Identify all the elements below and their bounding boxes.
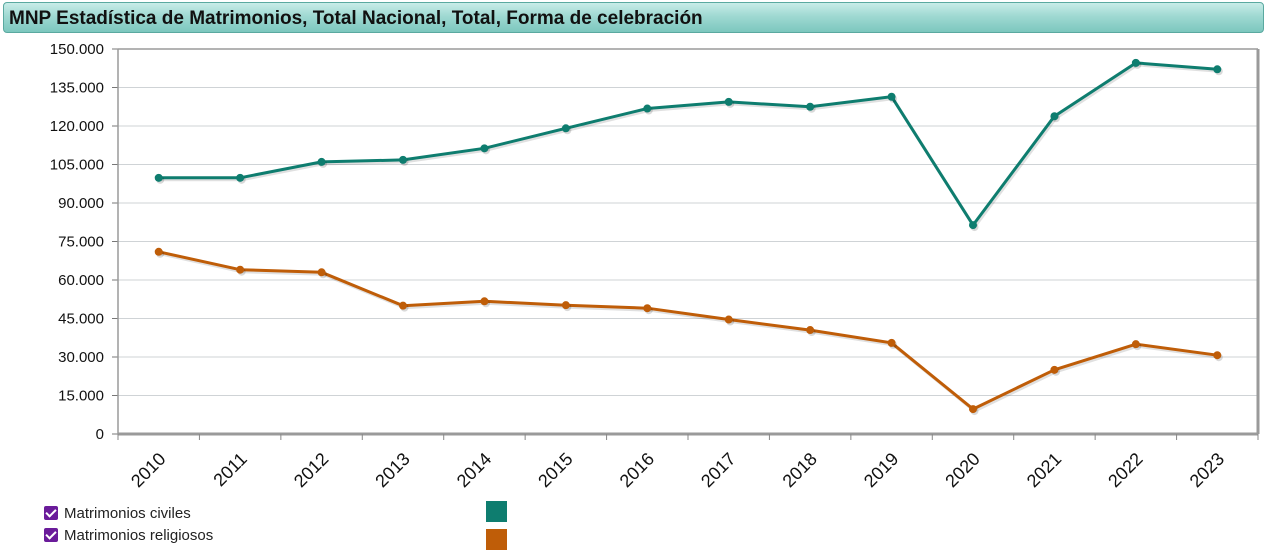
checkbox-checked-icon[interactable] (44, 528, 58, 542)
x-tick-label: 2023 (1186, 449, 1228, 491)
x-tick-label: 2017 (697, 449, 739, 491)
data-point (399, 155, 407, 164)
x-tick-label: 2011 (209, 449, 251, 491)
y-tick-label: 30.000 (58, 349, 104, 366)
data-point (561, 301, 570, 310)
series-line-shadow (160, 63, 1219, 230)
data-point (643, 304, 652, 313)
y-tick-label: 90.000 (58, 195, 104, 212)
data-point (236, 173, 245, 182)
data-point (806, 102, 815, 111)
y-tick-label: 120.000 (50, 118, 104, 135)
data-point (1131, 340, 1140, 349)
data-point (1213, 351, 1222, 360)
legend-label: Matrimonios civiles (64, 505, 191, 522)
x-tick-label: 2016 (616, 449, 658, 491)
legend-swatch-religiosos (486, 529, 507, 550)
chart-title-bar: MNP Estadística de Matrimonios, Total Na… (3, 2, 1264, 33)
data-point (154, 247, 163, 256)
x-tick-label: 2013 (371, 449, 413, 491)
series-line (158, 61, 1218, 227)
data-point (399, 301, 407, 310)
y-tick-label: 0 (96, 426, 104, 443)
y-tick-label: 45.000 (58, 311, 104, 328)
data-point (480, 297, 489, 306)
data-point (1050, 112, 1059, 121)
x-tick-label: 2012 (290, 449, 332, 491)
y-tick-label: 135.000 (50, 80, 104, 97)
y-tick-label: 60.000 (58, 272, 104, 289)
data-point (480, 144, 489, 153)
data-point (1213, 65, 1222, 74)
series-line (158, 250, 1218, 411)
data-point (154, 173, 163, 182)
data-point (969, 405, 977, 414)
legend-swatch-civiles (486, 501, 507, 522)
x-tick-label: 2015 (534, 449, 576, 491)
data-point (806, 326, 815, 335)
legend-label: Matrimonios religiosos (64, 527, 214, 544)
data-point (724, 315, 733, 324)
data-point (643, 104, 652, 113)
chart-title: MNP Estadística de Matrimonios, Total Na… (9, 8, 703, 29)
data-point (1050, 365, 1059, 374)
x-tick-label: 2020 (941, 449, 983, 491)
y-tick-label: 15.000 (58, 388, 104, 405)
data-point (887, 92, 896, 101)
data-point (317, 157, 326, 166)
y-tick-label: 75.000 (58, 234, 104, 251)
line-chart: 0 15.000 30.000 45.000 60.000 75.000 90.000 105… (50, 41, 1260, 491)
x-tick-label: 2022 (1104, 449, 1146, 491)
data-point (887, 338, 896, 347)
x-tick-label: 2019 (860, 449, 902, 491)
y-tick-label: 105.000 (50, 157, 104, 174)
x-tick-label: 2010 (127, 449, 169, 491)
data-point (724, 97, 733, 106)
x-tick-label: 2014 (453, 449, 495, 491)
x-tick-label: 2021 (1023, 449, 1065, 491)
data-point (969, 221, 977, 230)
data-point (317, 268, 326, 277)
x-tick-label: 2018 (779, 449, 821, 491)
checkbox-checked-icon[interactable] (44, 506, 58, 520)
y-tick-label: 150.000 (50, 41, 104, 58)
data-point (236, 265, 245, 274)
data-point (1131, 58, 1140, 67)
data-point (561, 124, 570, 133)
